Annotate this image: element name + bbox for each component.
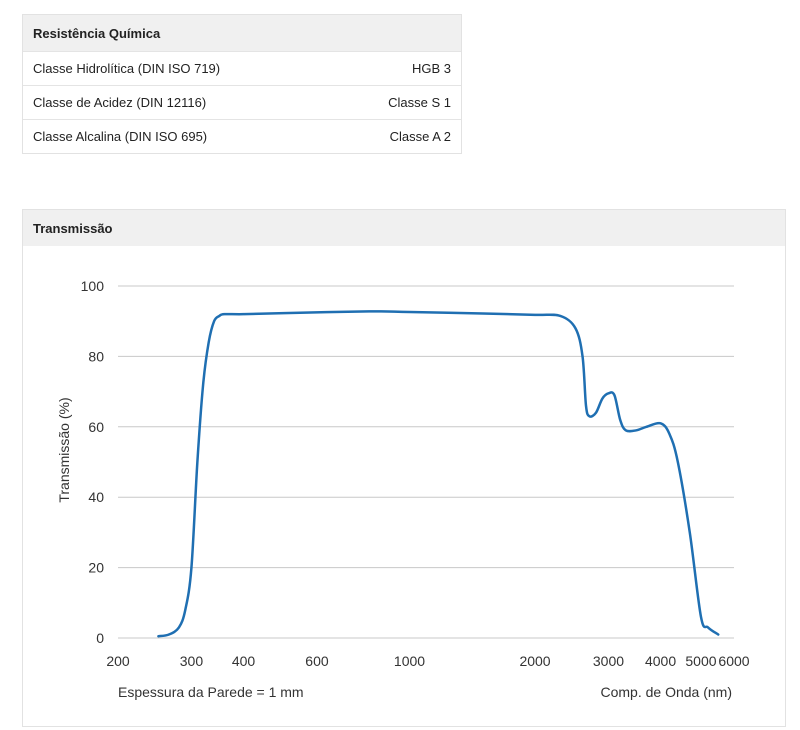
table-row: Classe Hidrolítica (DIN ISO 719) HGB 3: [23, 51, 461, 85]
x-tick-label: 6000: [718, 653, 749, 669]
row-label: Classe Alcalina (DIN ISO 695): [33, 129, 208, 144]
chemical-resistance-title: Resistência Química: [23, 15, 461, 51]
x-tick-label: 600: [305, 653, 329, 669]
x-tick-label: 1000: [394, 653, 425, 669]
x-tick-label: 2000: [519, 653, 550, 669]
x-tick-label: 5000: [685, 653, 716, 669]
y-tick-label: 40: [88, 489, 104, 505]
row-value: HGB 3: [411, 61, 451, 76]
table-row: Classe de Acidez (DIN 12116) Classe S 1: [23, 85, 461, 119]
row-label: Classe Hidrolítica (DIN ISO 719): [33, 61, 221, 76]
y-tick-label: 20: [88, 560, 104, 576]
chemical-resistance-rows: Classe Hidrolítica (DIN ISO 719) HGB 3 Cla…: [23, 51, 461, 153]
x-tick-label: 400: [232, 653, 256, 669]
row-value: Classe S 1: [388, 95, 451, 110]
x-axis-label-right: Comp. de Onda (nm): [601, 684, 733, 700]
transmission-chart: 0 20 40 60 80 100 200 300 400 600 1000 2000 3000 4000…: [56, 278, 750, 700]
y-tick-label: 100: [81, 278, 105, 294]
x-tick-label: 300: [180, 653, 204, 669]
y-tick-label: 0: [96, 630, 104, 646]
row-value: Classe A 2: [389, 129, 451, 144]
x-tick-label: 4000: [645, 653, 676, 669]
transmission-title: Transmissão: [23, 210, 785, 246]
y-axis-label: Transmissão (%): [56, 397, 72, 502]
row-label: Classe de Acidez (DIN 12116): [33, 95, 207, 110]
transmission-series-line: [157, 310, 720, 638]
table-row: Classe Alcalina (DIN ISO 695) Classe A 2: [23, 119, 461, 153]
y-tick-label: 80: [88, 348, 104, 364]
x-axis-label-left: Espessura da Parede = 1 mm: [118, 684, 304, 700]
chemical-resistance-table: Resistência Química Classe Hidrolítica (…: [22, 14, 462, 154]
x-tick-label: 3000: [593, 653, 624, 669]
transmission-chart-panel: Transmissão 0 20 40 60 80 100 200 300 400 600 1000…: [22, 209, 786, 727]
y-tick-label: 60: [88, 419, 104, 435]
x-tick-label: 200: [106, 653, 130, 669]
